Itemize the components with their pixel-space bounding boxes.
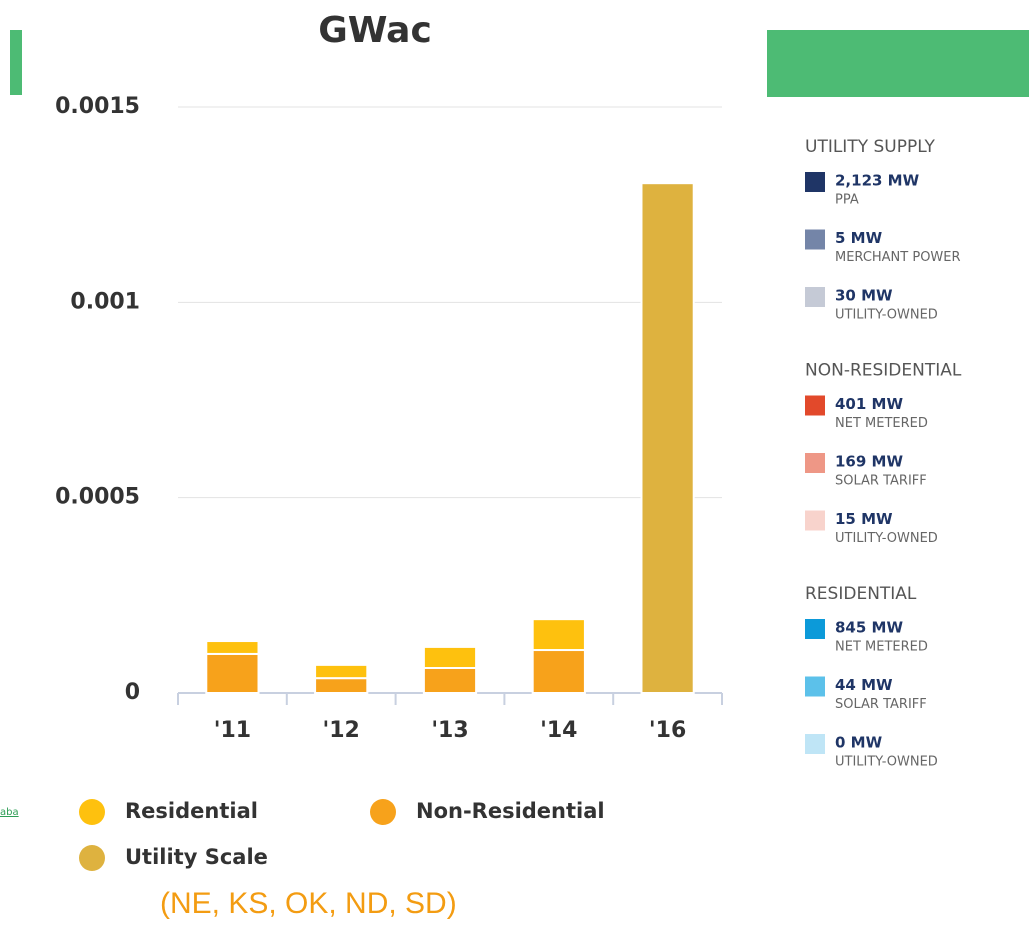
group-title: RESIDENTIAL [805,584,917,604]
legend-square [805,453,825,473]
group-title: NON-RESIDENTIAL [805,361,962,381]
legend-square [805,676,825,697]
legend-swatch [79,845,105,871]
green-tab [10,30,22,95]
x-tick-label: '11 [214,718,251,743]
legend-square [805,510,825,531]
legend-square [805,229,825,250]
legend-square [805,619,825,639]
group-title: UTILITY SUPPLY [805,137,935,157]
item-label: UTILITY-OWNED [835,531,938,546]
item-label: UTILITY-OWNED [835,755,938,770]
legend-label: Utility Scale [125,845,268,869]
y-tick-label: 0.0015 [55,94,140,119]
bar-segment [205,640,260,655]
y-tick-label: 0.001 [70,289,140,314]
legend-square [805,172,825,192]
legend-square [805,395,825,416]
item-value: 5 MW [835,229,883,247]
item-label: NET METERED [835,416,928,431]
x-tick-label: '14 [540,718,577,743]
legend-square [805,287,825,307]
item-value: 169 MW [835,453,903,471]
item-label: NET METERED [835,640,928,655]
bar-segment [205,652,260,695]
item-label: PPA [835,193,859,208]
y-tick-label: 0.0005 [55,485,140,510]
item-label: SOLAR TARIFF [835,474,927,489]
item-value: 0 MW [835,734,883,752]
legend-swatch [79,799,105,825]
item-value: 15 MW [835,510,893,528]
item-value: 30 MW [835,287,893,305]
legend-label: Residential [125,799,258,823]
legend-swatch [370,799,396,825]
x-tick-label: '13 [431,718,468,743]
x-tick-label: '16 [649,718,686,743]
item-label: SOLAR TARIFF [835,697,927,712]
bar-segment [640,182,695,694]
bar-segment [422,666,478,694]
item-label: UTILITY-OWNED [835,308,938,323]
item-value: 2,123 MW [835,172,920,190]
item-value: 845 MW [835,619,903,637]
bar-segment [531,649,586,695]
y-tick-label: 0 [125,680,140,705]
bar-segment [422,645,478,669]
item-value: 401 MW [835,395,903,413]
item-label: MERCHANT POWER [835,250,961,265]
bar-segment [314,663,369,680]
legend-square [805,734,825,754]
link-fragment[interactable]: aba [0,807,19,818]
bar-segment [531,618,586,652]
bar-segment [314,677,369,694]
x-tick-label: '12 [323,718,360,743]
green-header [767,30,1029,97]
item-value: 44 MW [835,676,893,694]
legend-label: Non-Residential [416,799,605,823]
annotation: (NE, KS, OK, ND, SD) [160,887,457,920]
chart-title: GWac [318,10,432,51]
